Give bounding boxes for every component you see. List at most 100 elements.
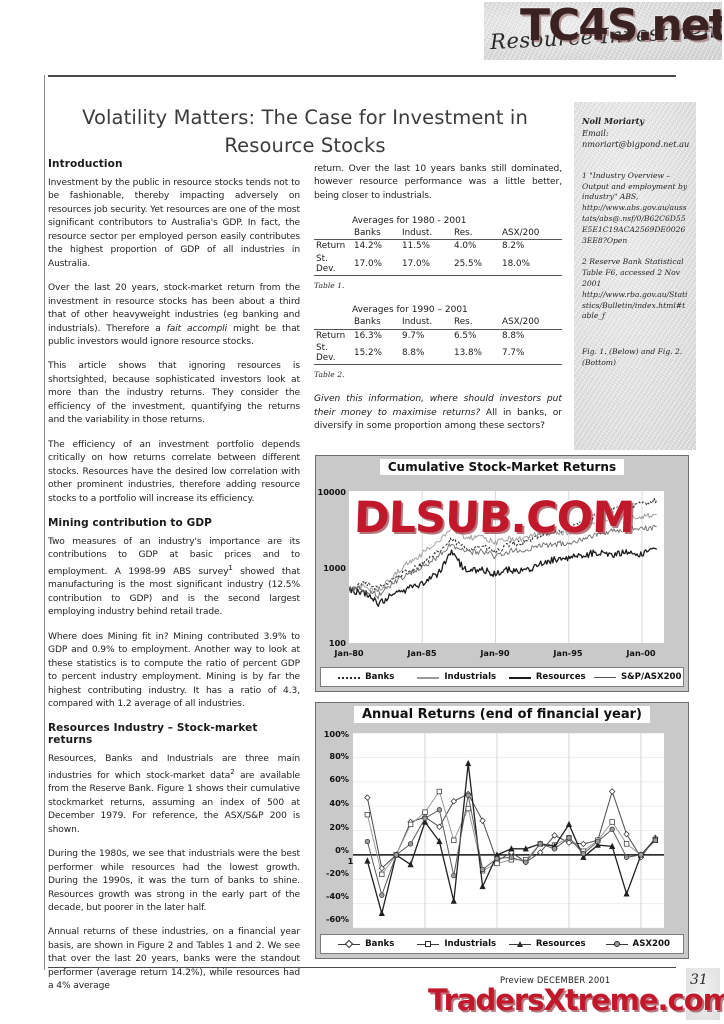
- paragraph-returns-3: Annual returns of these industries, on a…: [48, 927, 300, 992]
- chart2-legend-label-asx200: ASX200: [632, 939, 670, 949]
- table1-span-caption: Averages for 1980 - 2001: [352, 215, 467, 226]
- chart2-svg: [353, 733, 664, 928]
- table2-r1-c1: 15.2%: [354, 348, 382, 359]
- sidebar-texture: [574, 102, 696, 450]
- chart2-legend-label-resources: Resources: [535, 939, 586, 949]
- chart2-legend-label-industrials: Industrials: [444, 939, 497, 949]
- middle-column: return. Over the last 10 years banks sti…: [314, 163, 562, 434]
- chart2-ytick-n40: -40%: [326, 891, 349, 901]
- chart2-ytick-n20: -20%: [326, 868, 349, 878]
- chart1-ytick-1000: 1000: [323, 563, 346, 573]
- table1-r0-c3: 4.0%: [454, 241, 477, 252]
- chart-cumulative-returns: Cumulative Stock-Market Returns 10000 10…: [315, 455, 689, 692]
- chart1-legend-label-asx200: S&P/ASX200: [620, 672, 682, 682]
- table2-col-3: Res.: [454, 317, 473, 328]
- table2-r1-c3: 13.8%: [454, 348, 482, 359]
- logo-texture: [484, 2, 722, 60]
- table1-r1-c3: 25.5%: [454, 258, 482, 269]
- table2-col-4: ASX/200: [502, 317, 540, 328]
- chart2-legend-item-asx200: ASX200: [593, 939, 684, 949]
- logo-main-text: TC4S.net: [520, 2, 722, 51]
- p2-italic: fait accompli: [166, 323, 228, 334]
- chart2-ytick-100: 100%: [323, 729, 349, 739]
- chart2-legend-label-banks: Banks: [365, 939, 395, 949]
- table-row: Return 16.3% 9.7% 6.5% 8.8%: [314, 329, 562, 342]
- chart2-legend-item-industrials: Industrials: [412, 939, 503, 949]
- footer-page-number: 31: [690, 972, 708, 988]
- chart1-legend-label-industrials: Industrials: [444, 672, 497, 682]
- p7-part-b: are available from the Reserve Bank. Fig…: [48, 770, 300, 835]
- table1-r0-c4: 8.2%: [502, 241, 525, 252]
- table1-r1-c2: 17.0%: [402, 258, 430, 269]
- question-roman: All in banks, or diversify in some propo…: [314, 407, 562, 432]
- chart1-legend-label-banks: Banks: [365, 672, 395, 682]
- footer-issue-meta: Preview DECEMBER 2001: [500, 975, 611, 985]
- open-diamond-marker-icon: [338, 939, 361, 949]
- open-square-marker-icon: [417, 940, 440, 949]
- figure-reference: Fig. 1. (Below) and Fig. 2. (Bottom): [582, 347, 683, 368]
- table2-r0-c1: 16.3%: [354, 330, 382, 341]
- footer-rule: [48, 967, 676, 968]
- chart1-legend-item-industrials: Industrials: [412, 672, 503, 682]
- p5-part-b: showed that manufacturing is the most si…: [48, 566, 301, 618]
- chart1-plot-area: [349, 491, 664, 643]
- chart2-ytick-60: 60%: [329, 774, 349, 784]
- chart1-ytick-10000: 10000: [317, 487, 346, 497]
- table2-col-0: [314, 316, 352, 329]
- chart1-legend: Banks Industrials Resources S&P/ASX200: [320, 667, 684, 687]
- chart1-xtick-jan80: Jan-80: [334, 648, 364, 658]
- paragraph-returns-1: Resources, Banks and Industrials are thr…: [48, 753, 300, 837]
- author-block: Noll Moriarty Email: nmoriart@bigpond.ne…: [582, 116, 690, 151]
- page-title: Volatility Matters: The Case for Investm…: [82, 106, 528, 157]
- chart2-ytick-80: 80%: [329, 751, 349, 761]
- author-email[interactable]: nmoriart@bigpond.net.au: [582, 139, 690, 150]
- chart2-ytick-20: 20%: [329, 822, 349, 832]
- table-row: Averages for 1980 - 2001: [314, 214, 562, 226]
- paragraph-intro-1: Investment by the public in resource sto…: [48, 178, 300, 269]
- table-row: St. Dev. 17.0% 17.0% 25.5% 18.0%: [314, 252, 562, 276]
- table1-r0-c1: 14.2%: [354, 241, 382, 252]
- chart-annual-returns: Annual Returns (end of financial year) 1…: [315, 702, 689, 959]
- chart2-legend-item-resources: Resources: [502, 939, 593, 949]
- chart1-legend-item-resources: Resources: [502, 672, 593, 682]
- chart1-xtick-jan85: Jan-85: [407, 648, 437, 658]
- paragraph-gdp-2: Where does Mining fit in? Mining contrib…: [48, 631, 300, 709]
- table2-span-caption: Averages for 1990 – 2001: [352, 305, 468, 316]
- table1-r1-c0: St. Dev.: [316, 253, 336, 274]
- dotted-line-icon: [338, 673, 361, 682]
- table-1-wrapper: Averages for 1980 - 2001 Banks Indust. R…: [314, 214, 562, 290]
- site-logo-banner: Resource Investment TC4S.net: [484, 2, 722, 60]
- table-2-wrapper: Averages for 1990 – 2001 Banks Indust. R…: [314, 304, 562, 380]
- table2-r0-c4: 8.8%: [502, 330, 525, 341]
- table-2-label: Table 2.: [314, 370, 345, 380]
- left-column: Introduction Investment by the public in…: [48, 158, 300, 1005]
- table1-col-0: [314, 227, 352, 240]
- light-line-icon: [417, 673, 440, 682]
- chart2-plot-area: [353, 733, 664, 928]
- p2-part-b: might be that public investors would ign…: [48, 323, 301, 347]
- paragraph-intro-2: Over the last 20 years, stock-market ret…: [48, 282, 300, 349]
- left-margin-rule: [44, 75, 45, 970]
- table2-r0-c3: 6.5%: [454, 330, 477, 341]
- chart2-legend-item-banks: Banks: [321, 939, 412, 949]
- table1-r1-c4: 18.0%: [502, 258, 530, 269]
- chart2-ytick-0: 0%: [335, 845, 349, 855]
- table-row: Averages for 1990 – 2001: [314, 304, 562, 316]
- paragraph-mid-1: return. Over the last 10 years banks sti…: [314, 164, 562, 201]
- heading-introduction: Introduction: [48, 158, 123, 170]
- table1-r0-c2: 11.5%: [402, 241, 430, 252]
- chart1-xtick-jan95: Jan-95: [553, 648, 583, 658]
- chart1-title-text: Cumulative Stock-Market Returns: [379, 459, 625, 475]
- chart2-title: Annual Returns (end of financial year): [316, 706, 688, 723]
- table1-col-4: ASX/200: [502, 227, 540, 238]
- footnote-marker-1: 1: [228, 563, 233, 572]
- question-italic: Given this information, where should inv…: [314, 394, 562, 418]
- table-row: St. Dev. 15.2% 8.8% 13.8% 7.7%: [314, 342, 562, 365]
- filled-triangle-marker-icon: [508, 940, 531, 949]
- heading-mining-gdp: Mining contribution to GDP: [48, 516, 212, 529]
- chart1-xtick-jan00: Jan-00: [626, 648, 656, 658]
- p7-part-a: Resources, Banks and Industrials are thr…: [48, 754, 300, 781]
- footnote-2: 2 Reserve Bank Statistical Table F6, acc…: [582, 257, 688, 321]
- chart1-legend-item-banks: Banks: [321, 672, 412, 682]
